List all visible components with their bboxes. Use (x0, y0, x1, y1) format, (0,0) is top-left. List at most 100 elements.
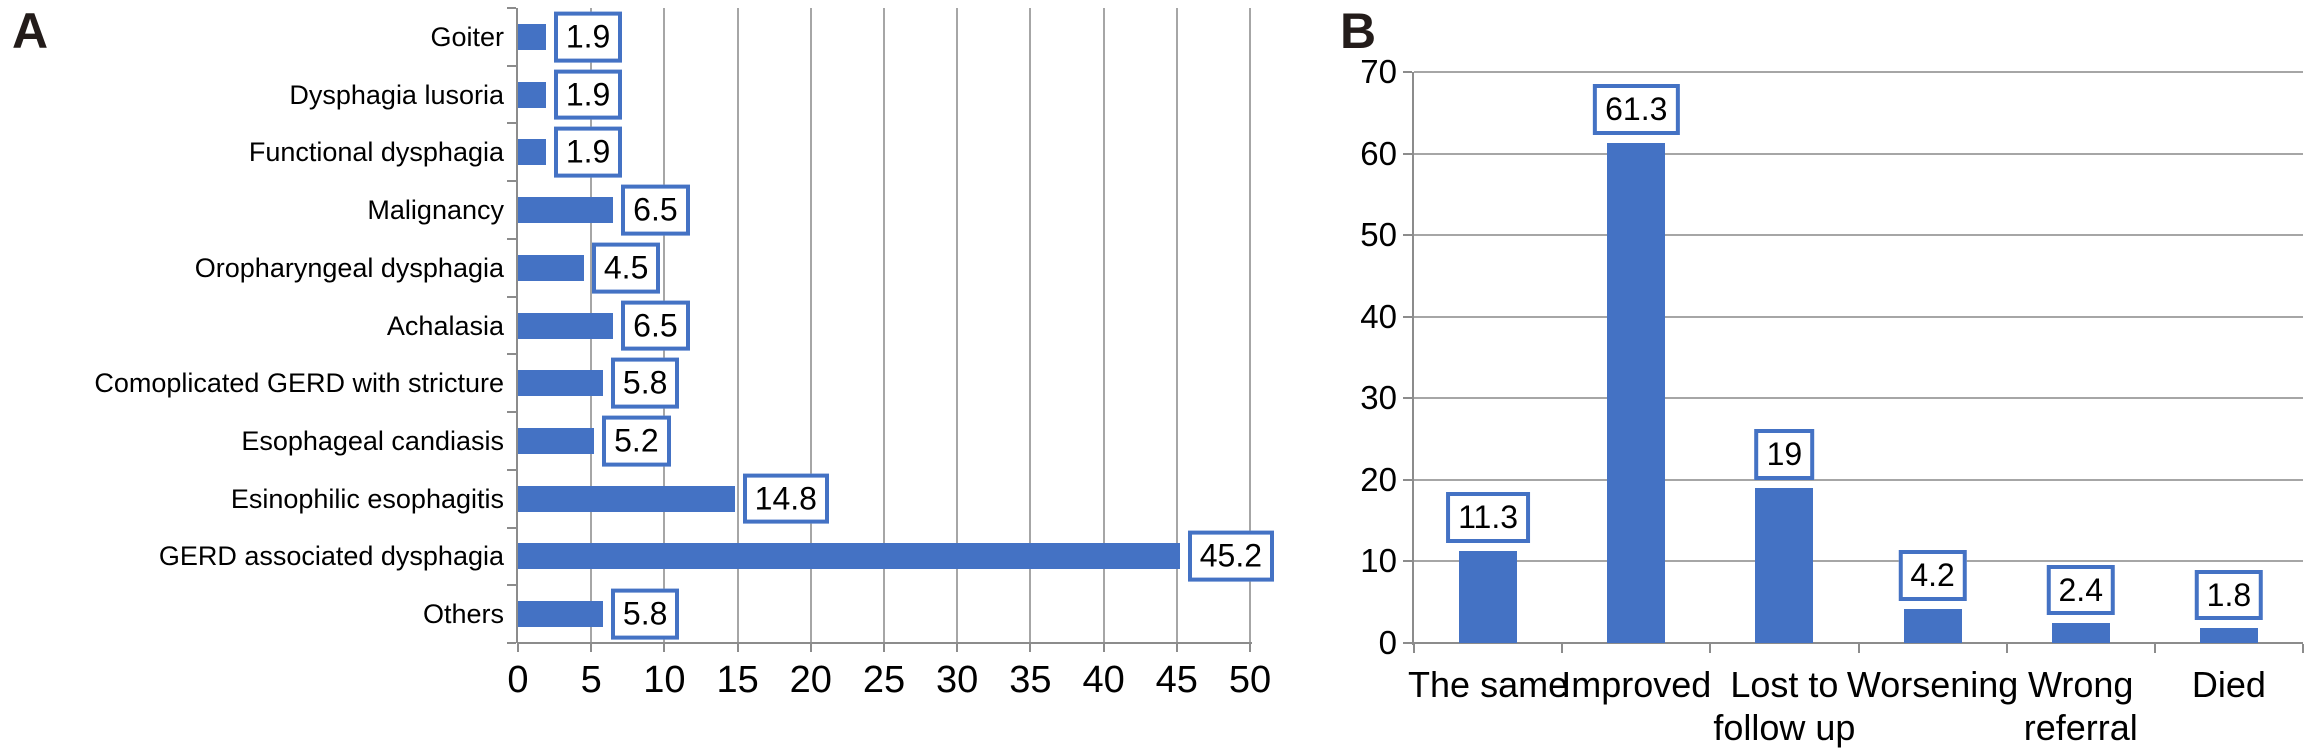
gridline-vertical (1249, 8, 1251, 643)
bar (518, 427, 595, 454)
bar (518, 370, 603, 397)
value-axis-tick (1175, 643, 1178, 652)
panel-a-letter: A (12, 3, 49, 59)
category-axis-tick (507, 642, 516, 644)
bar (1607, 142, 1666, 643)
value-axis-tick-label: 60 (1360, 134, 1397, 172)
bar (518, 81, 546, 108)
value-axis-tick-label: 15 (716, 659, 759, 701)
data-label: 19 (1754, 429, 1815, 481)
gridline-horizontal (1414, 315, 2303, 318)
bar (518, 23, 546, 50)
bar (1755, 488, 1814, 643)
category-axis-line (1412, 642, 2303, 644)
value-axis-tick (1403, 152, 1412, 155)
data-label: 1.8 (2194, 569, 2264, 621)
category-axis-tick (1561, 644, 1564, 653)
value-axis-tick (663, 643, 666, 652)
gridline-vertical (883, 8, 885, 643)
value-axis-tick-label: 30 (936, 659, 979, 701)
value-axis-line (518, 642, 1252, 644)
value-axis-tick (1403, 315, 1412, 318)
data-label: 4.2 (1898, 549, 1967, 601)
category-label: Lost to follow up (1713, 664, 1856, 749)
category-label: GERD associated dysphagia (158, 541, 504, 572)
value-axis-tick (517, 643, 519, 652)
gridline-vertical (809, 8, 812, 643)
value-axis-tick (1102, 643, 1105, 652)
category-label: Oropharyngeal dysphagia (194, 252, 504, 283)
category-label: Improved (1561, 664, 1712, 705)
value-axis-tick-label: 40 (1082, 659, 1125, 701)
value-axis-tick (1029, 643, 1032, 652)
category-axis-tick (507, 180, 516, 183)
bar (1459, 550, 1518, 643)
category-axis-tick (507, 584, 516, 587)
category-axis-tick (507, 237, 516, 240)
category-axis-tick (1857, 644, 1860, 653)
data-label: 45.2 (1187, 531, 1274, 582)
category-label: Worsening (1846, 664, 2019, 705)
value-axis-tick (1403, 478, 1412, 481)
value-axis-tick-label: 25 (862, 659, 906, 701)
bar (2051, 623, 2110, 643)
category-axis-tick (2302, 644, 2304, 653)
value-axis-tick-label: 10 (643, 659, 686, 701)
category-axis-line (516, 8, 518, 643)
value-axis-tick-label: 70 (1360, 53, 1397, 90)
value-axis-tick (736, 643, 739, 652)
bar (518, 197, 614, 224)
data-label: 14.8 (742, 473, 829, 525)
value-axis-tick-label: 0 (507, 659, 529, 701)
gridline-horizontal (1414, 152, 2303, 155)
value-axis-tick-label: 50 (1360, 216, 1397, 254)
data-label: 1.9 (553, 69, 623, 120)
data-label: 6.5 (621, 184, 690, 236)
value-axis-line (1412, 72, 1414, 645)
value-axis-tick-label: 30 (1360, 379, 1397, 417)
data-label: 11.3 (1446, 492, 1531, 543)
category-axis-tick (507, 411, 516, 414)
category-axis-tick (2005, 644, 2008, 653)
category-label: Esinophilic esophagitis (230, 483, 504, 514)
gridline-horizontal (1414, 71, 2303, 73)
value-axis-tick-label: 35 (1009, 659, 1052, 701)
bar (518, 543, 1180, 570)
category-axis-tick (507, 64, 516, 67)
category-axis-tick (507, 295, 516, 298)
value-axis-tick (590, 643, 593, 652)
gridline-horizontal (1414, 397, 2303, 400)
data-label: 6.5 (621, 300, 690, 351)
data-label: 61.3 (1593, 84, 1680, 135)
gridline-vertical (1029, 8, 1032, 643)
data-label: 5.8 (610, 588, 680, 640)
data-label: 1.9 (553, 11, 623, 63)
value-axis-tick (1403, 71, 1412, 73)
data-label: 5.8 (610, 357, 680, 409)
gridline-vertical (1175, 8, 1178, 643)
value-axis-tick (1403, 397, 1412, 400)
bar (518, 254, 584, 281)
category-axis-tick (507, 468, 516, 471)
category-label: Esophageal candiasis (241, 425, 504, 456)
gridline-horizontal (1414, 478, 2303, 481)
data-label: 4.5 (591, 242, 661, 294)
value-axis-tick (1403, 560, 1412, 563)
category-label: Comoplicated GERD with stricture (94, 368, 504, 399)
value-axis-tick-label: 50 (1228, 659, 1272, 701)
category-axis-tick (507, 7, 516, 9)
value-axis-tick-label: 20 (789, 659, 832, 701)
value-axis-tick-label: 0 (1378, 624, 1397, 661)
gridline-horizontal (1414, 234, 2303, 237)
gridline-vertical (1102, 8, 1105, 643)
data-label: 5.2 (602, 415, 671, 467)
bar (518, 312, 614, 339)
bar (518, 485, 735, 512)
category-label: Others (422, 599, 504, 630)
category-axis-tick (507, 353, 516, 356)
category-label: Dysphagia lusoria (289, 79, 504, 110)
category-label: The same (1408, 664, 1569, 705)
